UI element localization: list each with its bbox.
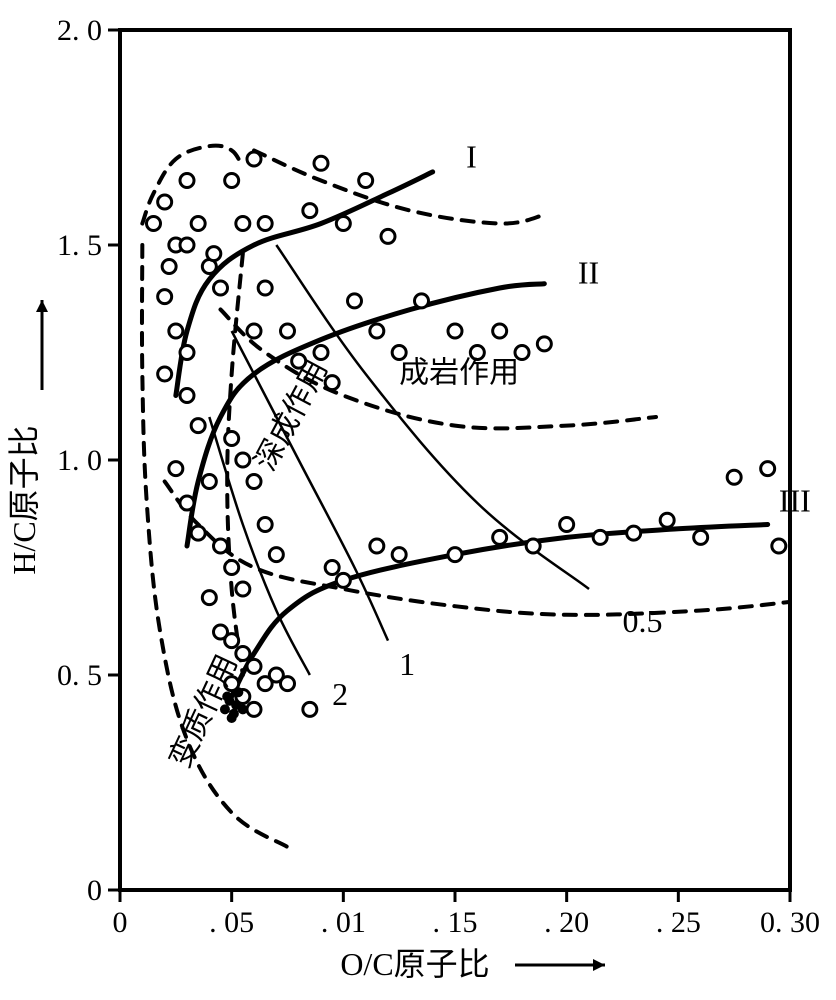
x-tick-label: . 05 (209, 906, 254, 939)
van-krevelen-chart: 0 . 05 . 01 . 15 . 20 . 25 0. 30 0 0. 5 1. 0 1. 5 2… (0, 0, 836, 1000)
data-point (348, 294, 362, 308)
data-point (207, 247, 221, 261)
x-axis-arrowhead (593, 959, 605, 971)
y-axis-arrowhead (36, 300, 48, 312)
data-point-filled (238, 704, 248, 714)
y-axis-label: H/C原子比 (6, 425, 42, 574)
data-point (236, 217, 250, 231)
data-point (247, 152, 261, 166)
data-point (370, 324, 384, 338)
x-tick-label: . 15 (433, 906, 478, 939)
y-tick-label: 1. 5 (57, 229, 102, 262)
iso-line-label: 2 (332, 676, 348, 712)
data-point (225, 174, 239, 188)
data-point (258, 281, 272, 295)
kerogen-type-curve-II (187, 284, 544, 546)
data-point (258, 518, 272, 532)
data-point (303, 702, 317, 716)
data-point (370, 539, 384, 553)
x-axis-label: O/C原子比 (340, 946, 489, 982)
data-point (169, 324, 183, 338)
data-point (147, 217, 161, 231)
annotation-text: 深成作用 (249, 355, 334, 476)
data-point (225, 634, 239, 648)
data-point (493, 530, 507, 544)
data-point (236, 453, 250, 467)
data-point (191, 526, 205, 540)
data-point (247, 475, 261, 489)
data-point (493, 324, 507, 338)
data-point (236, 582, 250, 596)
data-point (392, 548, 406, 562)
data-point (314, 346, 328, 360)
y-tick-label: 0 (87, 874, 102, 907)
data-point (336, 573, 350, 587)
x-tick-label: 0. 30 (760, 906, 820, 939)
y-tick-label: 0. 5 (57, 659, 102, 692)
data-point (772, 539, 786, 553)
data-point (202, 591, 216, 605)
data-point (191, 419, 205, 433)
annotation-text: 成岩作用 (399, 357, 519, 390)
plot-frame (120, 30, 790, 890)
data-point-filled (233, 687, 243, 697)
x-tick-label: . 25 (656, 906, 701, 939)
data-point-filled (229, 709, 239, 719)
data-point (526, 539, 540, 553)
data-point (761, 462, 775, 476)
data-point (281, 677, 295, 691)
data-point (537, 337, 551, 351)
data-point (180, 238, 194, 252)
curve-label-I: I (466, 139, 477, 175)
data-point (180, 346, 194, 360)
curve-label-II: II (578, 255, 599, 291)
x-tick-label: . 01 (321, 906, 366, 939)
data-point (180, 496, 194, 510)
data-point (381, 229, 395, 243)
data-point (258, 217, 272, 231)
data-point (158, 195, 172, 209)
data-point (560, 518, 574, 532)
data-point (180, 389, 194, 403)
data-point (158, 367, 172, 381)
data-point (169, 462, 183, 476)
data-point (448, 324, 462, 338)
iso-line-label: 0.5 (623, 603, 663, 639)
data-point (214, 281, 228, 295)
x-tick-label: . 20 (544, 906, 589, 939)
data-point (660, 513, 674, 527)
data-point (225, 561, 239, 575)
data-point (214, 539, 228, 553)
data-point (415, 294, 429, 308)
data-point (727, 470, 741, 484)
y-tick-label: 1. 0 (57, 444, 102, 477)
data-point (359, 174, 373, 188)
iso-line-label: 1 (399, 646, 415, 682)
data-point (281, 324, 295, 338)
data-point (247, 702, 261, 716)
data-point (627, 526, 641, 540)
iso-line-0.5 (276, 245, 589, 589)
data-point (162, 260, 176, 274)
data-point (269, 548, 283, 562)
data-point (180, 174, 194, 188)
data-point (325, 561, 339, 575)
data-point (336, 217, 350, 231)
curve-label-III: III (779, 483, 811, 519)
data-point (314, 156, 328, 170)
data-point (694, 530, 708, 544)
data-point (247, 324, 261, 338)
data-point (236, 647, 250, 661)
y-tick-label: 2. 0 (57, 14, 102, 47)
data-point (593, 530, 607, 544)
data-point (225, 432, 239, 446)
data-point (247, 659, 261, 673)
data-point (303, 204, 317, 218)
data-point (158, 290, 172, 304)
data-point (191, 217, 205, 231)
x-tick-label: 0 (113, 906, 128, 939)
data-point (448, 548, 462, 562)
data-point (202, 475, 216, 489)
chart-svg: 0 . 05 . 01 . 15 . 20 . 25 0. 30 0 0. 5 1. 0 1. 5 2… (0, 0, 836, 1000)
